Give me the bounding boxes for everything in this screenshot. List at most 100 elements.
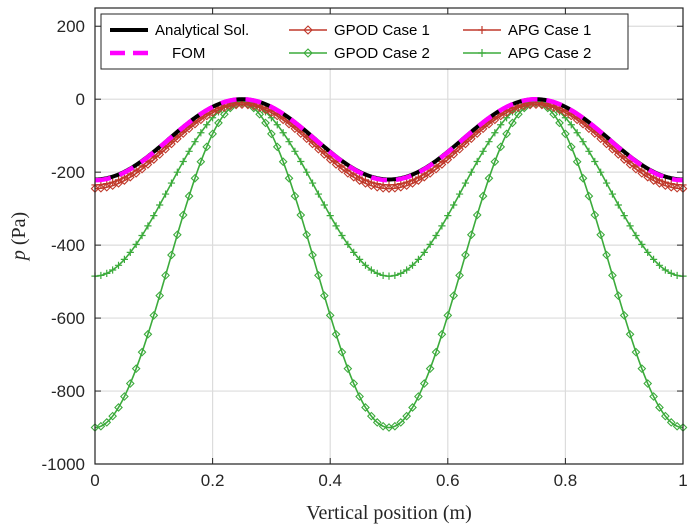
- data-marker: [290, 191, 300, 201]
- data-marker: [566, 142, 576, 152]
- data-marker: [125, 379, 135, 388]
- data-marker: [655, 261, 664, 269]
- data-marker: [161, 270, 170, 280]
- data-marker: [443, 310, 453, 320]
- data-marker: [131, 364, 141, 374]
- plot-frame: [94, 7, 684, 465]
- data-marker: [378, 183, 388, 193]
- data-marker: [491, 129, 499, 137]
- data-marker: [567, 121, 575, 129]
- data-marker: [349, 379, 359, 388]
- legend-entry: GPOD Case 1: [289, 22, 430, 39]
- data-marker: [302, 230, 312, 240]
- data-marker: [391, 181, 399, 189]
- data-marker: [461, 179, 470, 187]
- data-marker: [338, 231, 346, 240]
- data-series: [90, 96, 688, 432]
- data-marker: [185, 147, 193, 155]
- data-marker: [179, 157, 187, 166]
- legend-label: GPOD Case 1: [334, 22, 430, 39]
- data-marker: [578, 173, 588, 183]
- data-marker: [191, 138, 199, 146]
- data-marker: [202, 142, 212, 152]
- data-marker: [590, 210, 600, 220]
- x-tick-label: 0: [90, 471, 99, 490]
- data-marker: [343, 364, 353, 374]
- y-tick-label: -200: [51, 163, 85, 182]
- data-marker: [344, 166, 352, 174]
- data-marker: [673, 271, 681, 280]
- legend-entry: FOM: [110, 45, 205, 62]
- data-marker: [473, 157, 481, 166]
- data-marker: [602, 179, 611, 187]
- data-marker: [126, 248, 134, 256]
- data-marker: [426, 240, 434, 248]
- data-marker: [408, 176, 417, 184]
- data-marker: [485, 138, 493, 146]
- data-marker: [219, 109, 229, 119]
- data-marker: [644, 170, 652, 178]
- data-marker: [366, 181, 376, 191]
- data-marker: [303, 25, 313, 35]
- data-marker: [626, 222, 634, 230]
- data-marker: [120, 392, 129, 401]
- data-marker: [484, 173, 494, 183]
- data-marker: [108, 411, 118, 421]
- data-marker: [372, 418, 382, 427]
- data-marker: [402, 181, 412, 191]
- legend-label: GPOD Case 2: [334, 45, 430, 62]
- data-marker: [378, 421, 388, 431]
- data-marker: [513, 109, 523, 119]
- y-axis-label: p (Pa): [8, 212, 30, 262]
- data-marker: [397, 180, 405, 188]
- data-marker: [390, 421, 400, 431]
- data-marker: [267, 129, 276, 139]
- data-marker: [272, 142, 282, 152]
- data-marker: [267, 114, 275, 122]
- data-marker: [379, 271, 387, 280]
- data-marker: [672, 183, 682, 193]
- data-marker: [625, 329, 635, 339]
- data-marker: [366, 411, 376, 421]
- data-marker: [103, 180, 111, 188]
- legend-label: FOM: [172, 45, 205, 62]
- data-marker: [325, 310, 335, 320]
- data-marker: [414, 392, 423, 401]
- data-marker: [214, 118, 223, 128]
- series-analytical-sol: [94, 97, 684, 182]
- data-marker: [666, 418, 676, 427]
- data-marker: [331, 329, 341, 339]
- data-marker: [508, 118, 517, 128]
- y-tick-label: -400: [51, 236, 85, 255]
- data-marker: [672, 421, 682, 431]
- data-marker: [660, 181, 670, 191]
- data-marker: [167, 250, 176, 260]
- y-tick-label: 200: [57, 17, 85, 36]
- data-marker: [308, 250, 317, 260]
- data-marker: [355, 392, 364, 401]
- data-marker: [109, 178, 117, 186]
- y-axis-label-unit: (Pa): [8, 212, 30, 245]
- data-marker: [114, 261, 123, 269]
- data-marker: [344, 240, 352, 248]
- y-tick-label: -600: [51, 309, 85, 328]
- data-marker: [437, 329, 447, 339]
- data-marker: [97, 271, 105, 280]
- data-marker: [303, 168, 311, 176]
- data-marker: [356, 255, 364, 264]
- data-marker: [449, 291, 459, 300]
- data-marker: [361, 403, 370, 412]
- data-marker: [403, 266, 411, 274]
- data-marker: [361, 261, 370, 269]
- data-marker: [143, 329, 153, 339]
- data-marker: [644, 248, 652, 256]
- data-marker: [297, 157, 305, 166]
- legend-entry: Analytical Sol.: [110, 22, 249, 39]
- data-marker: [638, 240, 646, 248]
- legend-label: APG Case 2: [508, 45, 591, 62]
- data-marker: [385, 272, 393, 280]
- data-marker: [296, 210, 306, 220]
- data-marker: [96, 421, 106, 431]
- data-marker: [661, 178, 669, 186]
